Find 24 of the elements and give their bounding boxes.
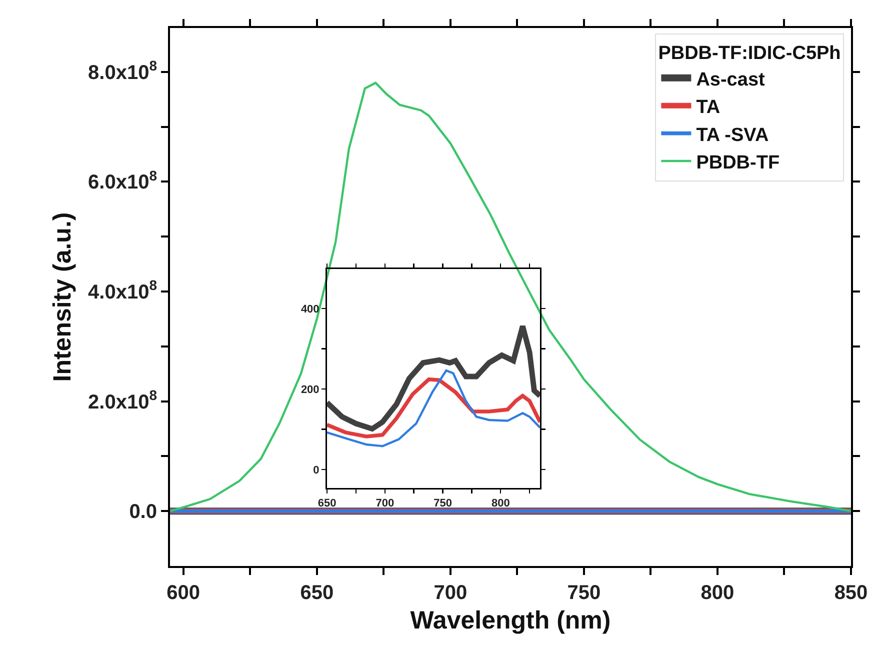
x-tick-label: 750 — [434, 498, 452, 510]
x-tick-label: 700 — [434, 582, 468, 604]
y-tick-label: 0.0 — [129, 501, 157, 524]
y-tick-label: 4.0x10$^{8}$ — [88, 277, 158, 304]
legend-label: TA -SVA — [696, 124, 769, 146]
x-tick-label: 800 — [491, 498, 510, 510]
x-tick-label: 650 — [318, 498, 336, 510]
x-tick-label: 800 — [700, 582, 734, 604]
y-tick-label: 6.0x10$^{8}$ — [88, 167, 158, 194]
x-tick-label: 850 — [834, 582, 868, 604]
x-tick-label: 650 — [300, 582, 334, 604]
y-tick-label: 8.0x10$^{8}$ — [88, 58, 158, 84]
legend-label: As-cast — [696, 69, 766, 90]
y-tick-label: 200 — [300, 384, 320, 396]
x-tick-label: 600 — [166, 582, 200, 604]
y-axis-title: Intensity (a.u.) — [48, 212, 76, 382]
y-tick-label: 2.0x10$^{8}$ — [88, 386, 158, 414]
x-axis-title: Wavelength (nm) — [410, 606, 611, 634]
x-tick-label: 700 — [376, 498, 394, 510]
y-tick-label: 0 — [313, 464, 320, 476]
legend-title: PBDB-TF:IDIC-C5Ph — [658, 43, 841, 64]
legend-label: TA — [696, 97, 720, 118]
x-tick-label: 750 — [567, 582, 601, 604]
legend-label: PBDB-TF — [696, 152, 780, 174]
